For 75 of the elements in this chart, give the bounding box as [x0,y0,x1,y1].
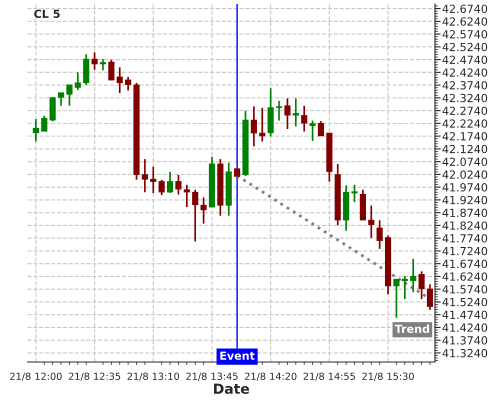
x-tick-label: 21/8 14:20 [244,372,296,381]
y-tick-label: 42.1240 [442,144,488,154]
x-tick-label: 21/8 12:00 [10,372,62,381]
y-tick-label: 41.3240 [442,348,488,358]
y-tick-label: 42.5240 [442,42,488,52]
y-tick-label: 41.7240 [442,246,488,256]
y-tick-label: 42.5740 [442,30,488,38]
candlestick [200,196,207,224]
y-tick-label: 41.9240 [442,196,488,204]
candlestick [66,84,72,107]
y-tick-label: 41.8240 [442,221,488,230]
candlestick [426,283,434,311]
y-tick-label: 42.3240 [442,94,488,102]
y-tick-label: 42.2240 [442,119,488,128]
y-tick-label: 42.4240 [442,68,488,77]
x-tick-label: 21/8 13:45 [186,372,238,381]
x-tick-label: 21/8 14:55 [304,372,355,381]
candlestick [402,275,408,300]
y-tick-label: 42.4740 [442,56,488,64]
candlestick [192,188,198,242]
candlestick [142,158,148,194]
text: Trend [394,324,430,333]
candlestick [116,66,123,94]
y-tick-label: 41.4740 [442,310,488,320]
x-tick-label: 21/8 15:30 [362,372,414,381]
candlestick [368,204,374,239]
chart-title: CL 5 [34,10,60,18]
candlestick [100,58,106,72]
y-tick-label: 42.2740 [442,106,488,115]
candlestick [410,258,416,294]
candlestick [158,178,165,196]
candlestick [284,98,291,130]
y-tick-label: 41.6740 [442,260,488,268]
candlestick [83,53,90,86]
candlestick [310,120,316,142]
candlestick [318,120,324,137]
candlestick [125,76,132,92]
y-tick-label: 42.1740 [442,132,488,141]
candlestick [58,92,64,107]
candlestick [41,114,48,132]
x-tick-label: 21/8 13:10 [128,372,180,381]
candlestick [376,219,383,250]
y-tick-label: 41.8740 [442,208,488,218]
candlestick [250,105,257,148]
ref-line-label: Event [220,352,255,360]
candlestick [393,278,400,319]
y-tick-label: 41.5740 [442,285,488,294]
y-tick-label: 41.5240 [442,298,488,306]
y-tick-label: 41.9740 [442,183,488,192]
candlestick [108,59,114,82]
y-tick-label: 41.6240 [442,272,488,281]
candlestick [292,98,299,128]
y-tick-label: 42.6740 [442,4,488,13]
y-tick-label: 42.0740 [442,158,488,166]
x-axis-title: Date [214,384,250,394]
y-tick-label: 41.3740 [442,336,488,345]
candlestick [276,100,282,122]
candlestick [351,184,358,204]
candlestick [184,184,190,208]
candlestick [418,270,425,300]
candlestick [166,171,174,194]
candlestick [175,174,182,196]
candlestick [259,106,266,142]
y-tick-label: 42.6240 [442,17,488,26]
candlestick [301,104,308,132]
candlestick [150,166,156,194]
y-tick-label: 41.7740 [442,234,488,243]
candlestick [74,72,81,91]
y-tick-label: 42.0240 [442,170,488,179]
y-tick-label: 42.3740 [442,81,488,90]
candlestick [32,118,39,142]
y-tick-label: 41.4240 [442,323,488,332]
candlestick [92,52,98,71]
x-tick-label: 21/8 12:35 [68,372,120,381]
candlestick [50,96,56,122]
